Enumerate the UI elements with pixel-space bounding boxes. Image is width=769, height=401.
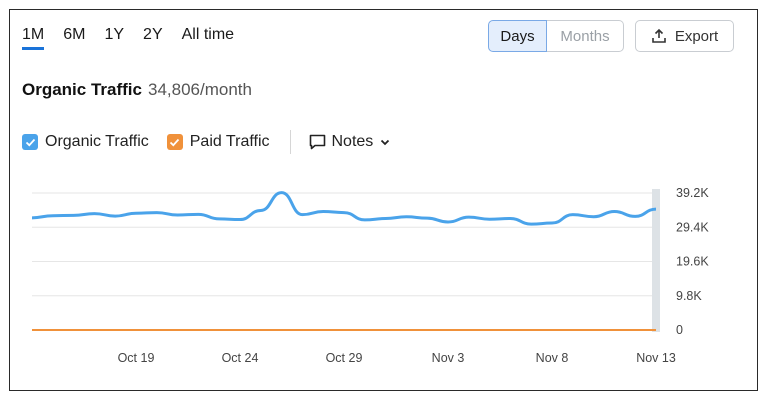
paid-label: Paid Traffic — [189, 133, 270, 150]
y-tick-label: 19.6K — [676, 255, 709, 269]
x-tick-label: Oct 24 — [222, 351, 259, 365]
export-label: Export — [674, 27, 719, 45]
tab-1y[interactable]: 1Y — [104, 26, 125, 43]
y-tick-label: 9.8K — [676, 289, 702, 303]
x-tick-label: Nov 13 — [636, 351, 676, 365]
traffic-widget — [9, 9, 758, 391]
paid-checkbox[interactable] — [166, 134, 183, 150]
current-period-marker — [652, 189, 660, 332]
legend-organic-traffic[interactable]: Organic Traffic — [22, 133, 149, 151]
tab-all-time[interactable]: All time — [181, 26, 235, 43]
series-lines — [31, 191, 657, 331]
legend-paid-traffic[interactable]: Paid Traffic — [166, 133, 270, 151]
traffic-summary: Organic Traffic 34,806/month — [22, 80, 252, 100]
summary-title: Organic Traffic — [22, 80, 142, 99]
x-tick-label: Oct 29 — [326, 351, 363, 365]
x-axis-labels: Oct 19 Oct 24 Oct 29 Nov 3 Nov 8 Nov 13 — [118, 351, 676, 365]
grid-lines — [32, 189, 660, 332]
x-tick-label: Nov 3 — [432, 351, 465, 365]
granularity-toggle: Days Months — [488, 20, 624, 52]
chevron-down-icon — [381, 139, 390, 146]
x-tick-label: Nov 8 — [536, 351, 569, 365]
x-tick-label: Oct 19 — [118, 351, 155, 365]
y-tick-label: 0 — [676, 323, 683, 337]
tab-1m[interactable]: 1M — [22, 26, 45, 50]
date-range-tabs: 1M 6M 1Y 2Y All time — [22, 26, 253, 50]
checkmark-icon — [170, 138, 180, 146]
organic-label: Organic Traffic — [45, 133, 149, 150]
y-axis-labels: 39.2K 29.4K 19.6K 9.8K 0 — [676, 186, 709, 337]
months-button[interactable]: Months — [547, 20, 624, 52]
notes-dropdown[interactable]: Notes — [309, 133, 392, 151]
notes-label: Notes — [331, 133, 374, 150]
legend-divider — [289, 130, 291, 154]
tab-6m[interactable]: 6M — [63, 26, 86, 43]
organic-traffic-line — [31, 191, 657, 226]
chart-legend: Organic Traffic Paid Traffic Notes — [22, 130, 391, 154]
y-tick-label: 39.2K — [676, 186, 709, 200]
days-button[interactable]: Days — [488, 20, 547, 52]
upload-icon — [652, 28, 666, 43]
summary-value: 34,806/month — [147, 80, 252, 99]
tab-2y[interactable]: 2Y — [143, 26, 163, 43]
export-button[interactable]: Export — [635, 20, 734, 52]
organic-checkbox[interactable] — [22, 134, 38, 150]
checkmark-icon — [25, 138, 35, 146]
y-tick-label: 29.4K — [676, 220, 709, 234]
comment-icon — [309, 134, 325, 150]
